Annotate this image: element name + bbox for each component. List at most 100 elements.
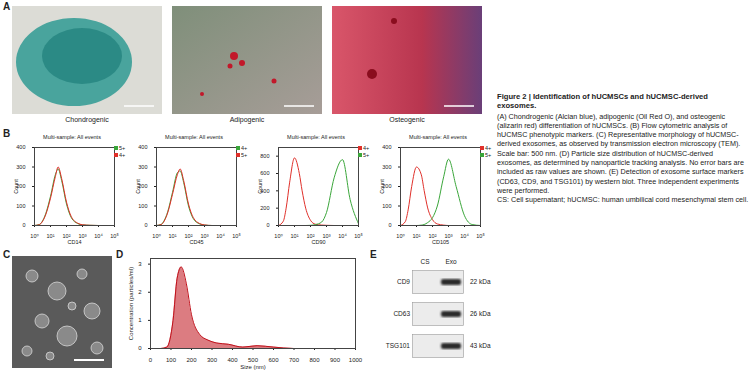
html-text:Multi-sample: All events: Multi-sample: All events	[165, 134, 223, 140]
svg-text:2: 2	[138, 289, 142, 295]
html-text:Osteogenic: Osteogenic	[389, 116, 425, 123]
svg-text:10¹: 10¹	[291, 233, 299, 239]
html-text:CD9: CD9	[397, 278, 410, 285]
svg-text:10⁵: 10⁵	[110, 233, 118, 239]
html-text:43 kDa: 43 kDa	[470, 342, 491, 349]
html-text:4+: 4+	[119, 152, 126, 158]
svg-text:Count: Count	[379, 179, 385, 194]
svg-text:10³: 10³	[322, 233, 331, 240]
svg-text:200: 200	[16, 183, 26, 190]
svg-text:200: 200	[138, 183, 148, 190]
svg-text:Count: Count	[135, 179, 141, 194]
html-text:B: B	[3, 128, 11, 139]
svg-text:10⁵: 10⁵	[232, 233, 240, 239]
svg-text:1: 1	[138, 317, 142, 323]
svg-text:800: 800	[260, 153, 269, 159]
html-text:Multi-sample: All events: Multi-sample: All events	[409, 134, 467, 140]
svg-text:Count: Count	[257, 179, 263, 194]
svg-text:CD105: CD105	[432, 239, 449, 245]
svg-text:10⁵: 10⁵	[476, 233, 484, 239]
html-text:Multi-sample: All events: Multi-sample: All events	[287, 134, 345, 140]
svg-text:1000: 1000	[349, 357, 363, 363]
svg-text:10⁴: 10⁴	[216, 233, 225, 239]
html-text:Multi-sample: All events: Multi-sample: All events	[43, 134, 101, 140]
svg-text:300: 300	[16, 164, 25, 170]
svg-text:10⁴: 10⁴	[338, 233, 347, 239]
svg-text:700: 700	[289, 357, 300, 363]
html-text:Chondrogenic: Chondrogenic	[65, 116, 109, 123]
svg-text:300: 300	[382, 164, 391, 170]
svg-text:100: 100	[382, 203, 391, 209]
svg-text:10²: 10²	[306, 233, 315, 240]
html-text:Exo: Exo	[445, 258, 457, 265]
html-text:4+: 4+	[363, 145, 370, 151]
svg-text:600: 600	[268, 357, 279, 363]
svg-text:500: 500	[248, 357, 259, 363]
svg-text:0: 0	[22, 222, 25, 228]
svg-text:10⁵: 10⁵	[354, 233, 362, 239]
svg-text:3: 3	[138, 261, 142, 267]
svg-text:10²: 10²	[428, 233, 437, 240]
svg-text:800: 800	[309, 357, 320, 363]
svg-text:10³: 10³	[78, 233, 87, 240]
svg-text:CD45: CD45	[189, 239, 203, 245]
svg-text:400: 400	[382, 144, 391, 150]
html-text:D: D	[116, 249, 124, 260]
svg-text:10²: 10²	[184, 233, 193, 240]
svg-text:0: 0	[138, 345, 142, 351]
html-text:A: A	[3, 1, 11, 12]
svg-text:10¹: 10¹	[169, 233, 177, 239]
svg-text:0: 0	[266, 222, 269, 228]
svg-text:CD14: CD14	[67, 239, 81, 245]
html-text:5+: 5+	[241, 152, 248, 158]
svg-text:600: 600	[260, 170, 269, 176]
svg-text:10⁰: 10⁰	[152, 233, 161, 239]
svg-text:200: 200	[186, 357, 197, 363]
html-text:E: E	[370, 249, 377, 260]
html-text:Figure 2 | Identification of h: Figure 2 | Identification of hUCMSCs and…	[497, 92, 708, 111]
svg-text:200: 200	[382, 183, 392, 190]
svg-text:CD90: CD90	[311, 239, 325, 245]
svg-text:Count: Count	[13, 179, 19, 194]
svg-text:10³: 10³	[200, 233, 209, 240]
svg-text:400: 400	[227, 357, 238, 363]
html-text:5+: 5+	[485, 152, 492, 158]
html-text:5+: 5+	[119, 145, 126, 151]
html-text:CD63: CD63	[393, 310, 410, 317]
svg-text:Concentration (particles/ml): Concentration (particles/ml)	[128, 267, 134, 340]
svg-text:400: 400	[138, 144, 147, 150]
html-text:CS: Cell supernatant; hUCMSC:: CS: Cell supernatant; hUCMSC: human umbi…	[497, 195, 749, 205]
svg-text:300: 300	[207, 357, 218, 363]
svg-text:10¹: 10¹	[413, 233, 421, 239]
svg-text:0: 0	[149, 357, 153, 363]
html-text:5+: 5+	[363, 152, 370, 158]
html-text:22 kDa: 22 kDa	[470, 278, 491, 285]
html-text:TSG101: TSG101	[385, 342, 410, 349]
svg-text:10⁴: 10⁴	[460, 233, 469, 239]
svg-text:400: 400	[16, 144, 25, 150]
svg-text:0: 0	[388, 222, 391, 228]
html-text:4+: 4+	[485, 145, 492, 151]
svg-text:100: 100	[16, 203, 25, 209]
svg-text:400: 400	[260, 187, 270, 194]
svg-text:200: 200	[260, 205, 269, 211]
svg-text:10³: 10³	[444, 233, 453, 240]
svg-text:Size (nm): Size (nm)	[240, 364, 266, 370]
svg-text:900: 900	[330, 357, 341, 363]
html-text:4+: 4+	[241, 145, 248, 151]
svg-text:100: 100	[138, 203, 147, 209]
html-text:CS: CS	[420, 258, 430, 265]
svg-text:10⁰: 10⁰	[396, 233, 405, 239]
svg-text:10²: 10²	[62, 233, 71, 240]
svg-text:300: 300	[138, 164, 147, 170]
html-text:(A) Chondrogenic (Alcian blue): (A) Chondrogenic (Alcian blue), adipogen…	[497, 111, 744, 195]
html-text:C: C	[3, 249, 11, 260]
svg-text:10⁴: 10⁴	[94, 233, 103, 239]
svg-text:0: 0	[144, 222, 147, 228]
svg-text:100: 100	[166, 357, 177, 363]
html-text:26 kDa: 26 kDa	[470, 310, 491, 317]
svg-text:10⁰: 10⁰	[274, 233, 283, 239]
svg-text:10¹: 10¹	[47, 233, 55, 239]
html-text:Adipogenic: Adipogenic	[229, 116, 265, 123]
svg-text:10⁰: 10⁰	[30, 233, 39, 239]
